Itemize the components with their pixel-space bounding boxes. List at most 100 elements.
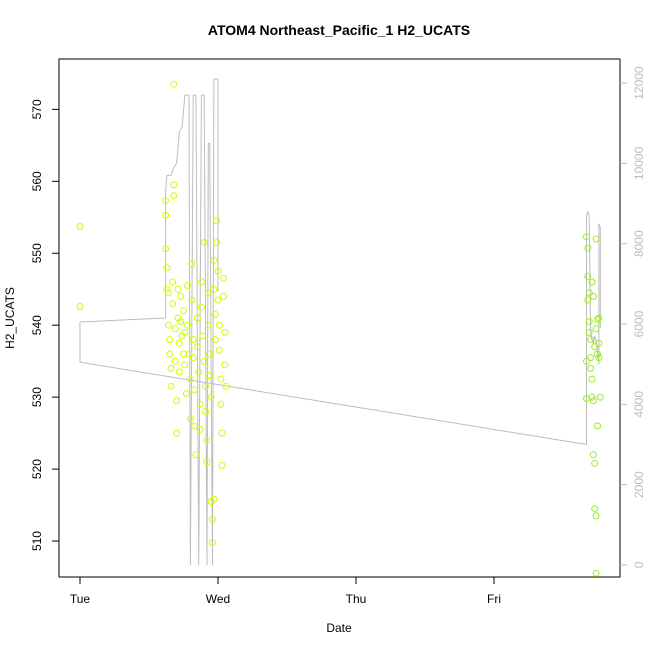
data-point — [583, 233, 590, 241]
data-point — [171, 357, 179, 365]
data-point — [169, 278, 176, 286]
x-tick-label: Wed — [206, 592, 230, 606]
data-point — [177, 292, 185, 300]
data-point — [162, 197, 170, 205]
data-point — [164, 321, 172, 329]
data-point — [191, 386, 198, 394]
data-point — [167, 364, 175, 372]
data-point — [173, 397, 181, 405]
data-point — [211, 310, 219, 318]
data-point — [594, 422, 601, 430]
data-point — [203, 436, 211, 444]
data-point — [588, 278, 596, 286]
data-point — [591, 343, 599, 351]
data-point — [193, 314, 201, 322]
data-point — [221, 328, 229, 336]
data-point — [199, 332, 207, 340]
data-point — [197, 303, 205, 311]
y-tick-label: 560 — [30, 171, 44, 191]
data-point — [203, 458, 211, 466]
data-point — [200, 357, 208, 365]
data-point — [591, 505, 599, 513]
data-point — [169, 300, 176, 308]
y-tick-label: 550 — [30, 243, 44, 263]
data-point — [76, 223, 84, 231]
x-tick-label: Tue — [70, 592, 91, 606]
y-right-tick-label: 12000 — [632, 66, 646, 100]
data-point — [222, 382, 230, 390]
data-point — [211, 336, 219, 344]
data-point — [213, 217, 221, 225]
y-right-tick-label: 10000 — [632, 146, 646, 180]
data-point — [204, 289, 212, 297]
y-tick-label: 530 — [30, 387, 44, 407]
data-point — [217, 400, 225, 408]
data-point — [587, 336, 595, 344]
series-line-2 — [79, 210, 601, 446]
data-point — [175, 339, 183, 347]
data-point — [588, 375, 596, 383]
data-point — [193, 343, 201, 351]
data-point — [188, 260, 196, 268]
data-point — [585, 289, 593, 297]
y-tick-label: 510 — [30, 531, 44, 551]
data-point — [592, 512, 600, 520]
y-axis-label: H2_UCATS — [3, 287, 17, 349]
y-right-tick-label: 0 — [632, 561, 646, 568]
data-point — [587, 364, 595, 372]
data-point — [206, 372, 214, 380]
data-point — [583, 357, 590, 365]
data-point — [166, 350, 174, 358]
data-point — [595, 314, 603, 322]
data-point — [217, 375, 225, 383]
data-point — [587, 354, 595, 362]
data-point — [215, 321, 223, 329]
data-point — [207, 393, 215, 401]
data-point — [220, 274, 227, 282]
data-point — [218, 462, 226, 469]
y-right-tick-label: 4000 — [632, 391, 646, 418]
data-point — [192, 451, 200, 459]
data-point — [202, 382, 210, 390]
y-right-tick-label: 2000 — [632, 471, 646, 498]
data-point — [189, 354, 197, 362]
data-point — [210, 285, 218, 293]
data-point — [596, 393, 604, 401]
data-point — [177, 318, 185, 326]
data-point — [206, 350, 214, 358]
y-tick-label: 540 — [30, 315, 44, 335]
data-point — [583, 395, 590, 403]
data-point — [584, 272, 592, 280]
data-point — [184, 282, 192, 290]
data-point — [196, 426, 204, 433]
data-point — [170, 80, 178, 88]
data-point — [171, 325, 179, 333]
data-point — [162, 211, 170, 219]
data-point — [585, 318, 593, 326]
x-tick-label: Thu — [346, 592, 367, 606]
data-point — [181, 361, 189, 369]
series-line-3 — [79, 78, 219, 566]
data-point — [174, 285, 182, 293]
y-tick-label: 520 — [30, 459, 44, 479]
data-point — [595, 354, 603, 362]
data-point — [594, 315, 601, 323]
data-point — [200, 239, 208, 246]
y-right-tick-label: 8000 — [632, 230, 646, 257]
data-point — [164, 289, 172, 297]
data-point — [209, 539, 216, 546]
data-point — [210, 256, 218, 264]
data-point — [189, 336, 197, 344]
data-point — [162, 245, 170, 253]
data-point — [195, 368, 203, 376]
data-point — [167, 382, 175, 390]
data-point — [166, 336, 174, 344]
data-point — [209, 515, 216, 523]
data-point — [188, 296, 196, 304]
data-point — [215, 346, 223, 354]
data-point — [592, 235, 600, 243]
data-point — [184, 321, 192, 329]
data-point — [173, 429, 181, 437]
data-point — [585, 328, 593, 336]
data-point — [592, 569, 600, 577]
